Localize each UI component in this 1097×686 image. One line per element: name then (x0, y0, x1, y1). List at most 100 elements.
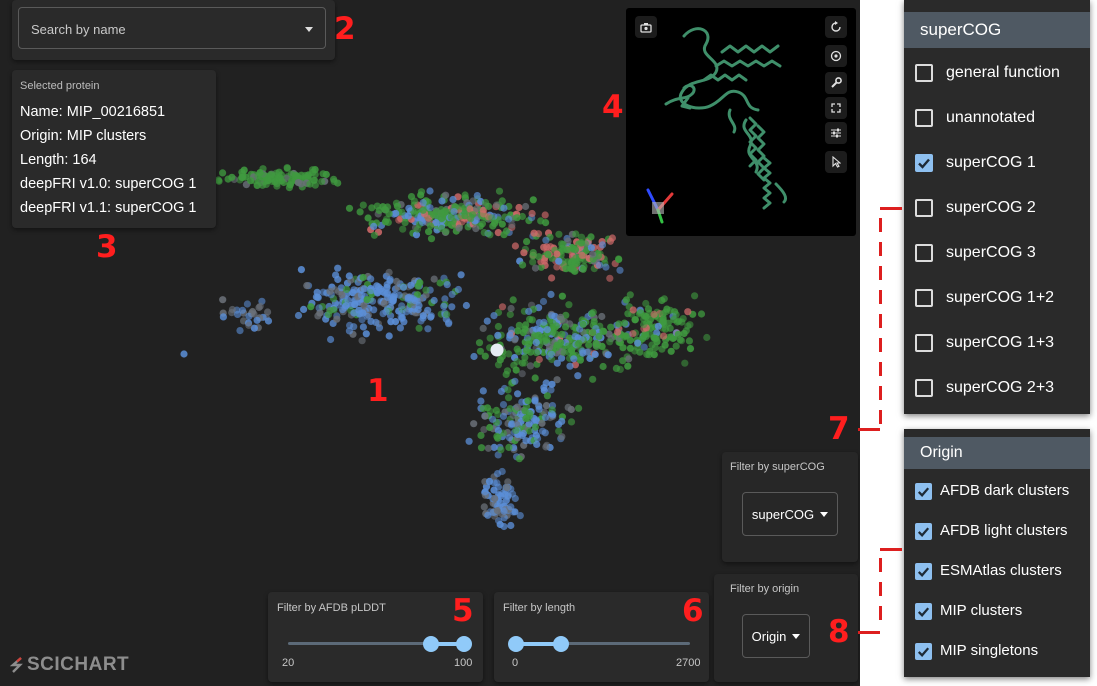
protein-point[interactable] (236, 327, 244, 335)
protein-point[interactable] (454, 285, 462, 294)
protein-point[interactable] (572, 254, 580, 262)
protein-point[interactable] (590, 318, 598, 326)
protein-point[interactable] (587, 233, 595, 241)
protein-point[interactable] (247, 177, 255, 185)
protein-point[interactable] (426, 204, 434, 212)
protein-point[interactable] (494, 470, 502, 478)
protein-point[interactable] (535, 253, 543, 261)
origin-option[interactable]: MIP singletons (904, 631, 1090, 671)
protein-point[interactable] (558, 433, 566, 441)
protein-point[interactable] (558, 292, 567, 300)
protein-point[interactable] (264, 308, 272, 316)
protein-point[interactable] (498, 197, 506, 205)
protein-point[interactable] (535, 355, 543, 364)
protein-point[interactable] (414, 306, 422, 314)
protein-point[interactable] (478, 220, 486, 228)
protein-point[interactable] (438, 224, 446, 233)
protein-point[interactable] (180, 350, 188, 358)
protein-point[interactable] (294, 179, 302, 187)
protein-point[interactable] (493, 201, 501, 209)
protein-point[interactable] (430, 275, 438, 283)
protein-point[interactable] (380, 289, 388, 297)
protein-point[interactable] (346, 321, 354, 329)
protein-point[interactable] (503, 484, 511, 492)
supercog-select[interactable]: superCOG (742, 492, 838, 536)
protein-point[interactable] (429, 211, 437, 219)
protein-point[interactable] (368, 204, 376, 212)
checkbox-checked-icon[interactable] (915, 602, 932, 620)
protein-point[interactable] (493, 479, 501, 487)
protein-point[interactable] (555, 230, 563, 238)
protein-point[interactable] (470, 352, 478, 361)
protein-point[interactable] (540, 333, 548, 341)
length-slider-min-handle[interactable] (508, 636, 524, 652)
protein-point[interactable] (374, 289, 382, 297)
rotate-icon[interactable] (825, 16, 847, 38)
protein-point[interactable] (380, 300, 388, 308)
protein-point[interactable] (525, 307, 533, 315)
plddt-slider-max-handle[interactable] (456, 636, 472, 652)
protein-point[interactable] (535, 405, 543, 413)
protein-point[interactable] (334, 264, 342, 272)
protein-point[interactable] (493, 507, 502, 515)
checkbox-unchecked-icon[interactable] (915, 378, 933, 397)
protein-point[interactable] (672, 310, 680, 319)
protein-point[interactable] (524, 397, 532, 405)
protein-point[interactable] (533, 325, 541, 333)
protein-point[interactable] (541, 413, 550, 421)
protein-point[interactable] (424, 306, 432, 314)
plddt-slider-min-handle[interactable] (423, 636, 439, 652)
protein-point[interactable] (500, 507, 508, 515)
protein-point[interactable] (598, 241, 607, 249)
protein-point[interactable] (650, 334, 658, 342)
protein-point[interactable] (411, 210, 419, 218)
protein-point[interactable] (422, 286, 430, 294)
protein-point[interactable] (238, 306, 247, 314)
protein-point[interactable] (455, 224, 463, 232)
protein-point[interactable] (426, 222, 434, 230)
protein-point[interactable] (499, 412, 508, 420)
protein-point[interactable] (497, 446, 505, 454)
protein-point[interactable] (525, 427, 533, 435)
protein-point[interactable] (286, 181, 294, 189)
protein-point[interactable] (375, 283, 383, 291)
protein-point[interactable] (484, 444, 492, 452)
supercog-option[interactable]: superCOG 3 (904, 230, 1090, 275)
protein-point[interactable] (425, 228, 433, 236)
protein-point[interactable] (619, 344, 627, 352)
protein-point[interactable] (570, 355, 578, 363)
protein-point[interactable] (506, 310, 514, 319)
protein-point[interactable] (598, 342, 606, 350)
protein-point[interactable] (504, 386, 512, 394)
protein-point[interactable] (640, 343, 648, 351)
protein-point[interactable] (406, 296, 415, 304)
checkbox-unchecked-icon[interactable] (915, 198, 933, 217)
protein-point[interactable] (614, 328, 622, 336)
protein-point[interactable] (457, 202, 465, 210)
protein-point[interactable] (532, 349, 541, 357)
protein-point[interactable] (494, 322, 502, 331)
protein-point[interactable] (551, 312, 559, 320)
protein-point[interactable] (415, 324, 423, 332)
protein-point[interactable] (398, 302, 406, 310)
protein-point[interactable] (490, 312, 498, 320)
protein-point[interactable] (438, 197, 446, 205)
protein-point[interactable] (243, 300, 251, 308)
protein-point[interactable] (256, 302, 264, 310)
protein-point[interactable] (312, 293, 320, 301)
protein-point[interactable] (393, 277, 401, 285)
cursor-icon[interactable] (825, 151, 847, 173)
protein-point[interactable] (680, 329, 688, 338)
protein-point[interactable] (486, 231, 494, 239)
protein-point[interactable] (605, 330, 613, 338)
protein-point[interactable] (360, 301, 368, 309)
protein-point[interactable] (634, 339, 642, 347)
protein-point[interactable] (396, 324, 404, 332)
protein-point[interactable] (370, 222, 378, 230)
protein-point[interactable] (300, 305, 308, 313)
protein-point[interactable] (577, 233, 586, 241)
protein-point[interactable] (515, 321, 523, 329)
protein-scatter-plot[interactable] (0, 0, 860, 686)
protein-point[interactable] (405, 204, 413, 212)
origin-option[interactable]: MIP clusters (904, 591, 1090, 631)
